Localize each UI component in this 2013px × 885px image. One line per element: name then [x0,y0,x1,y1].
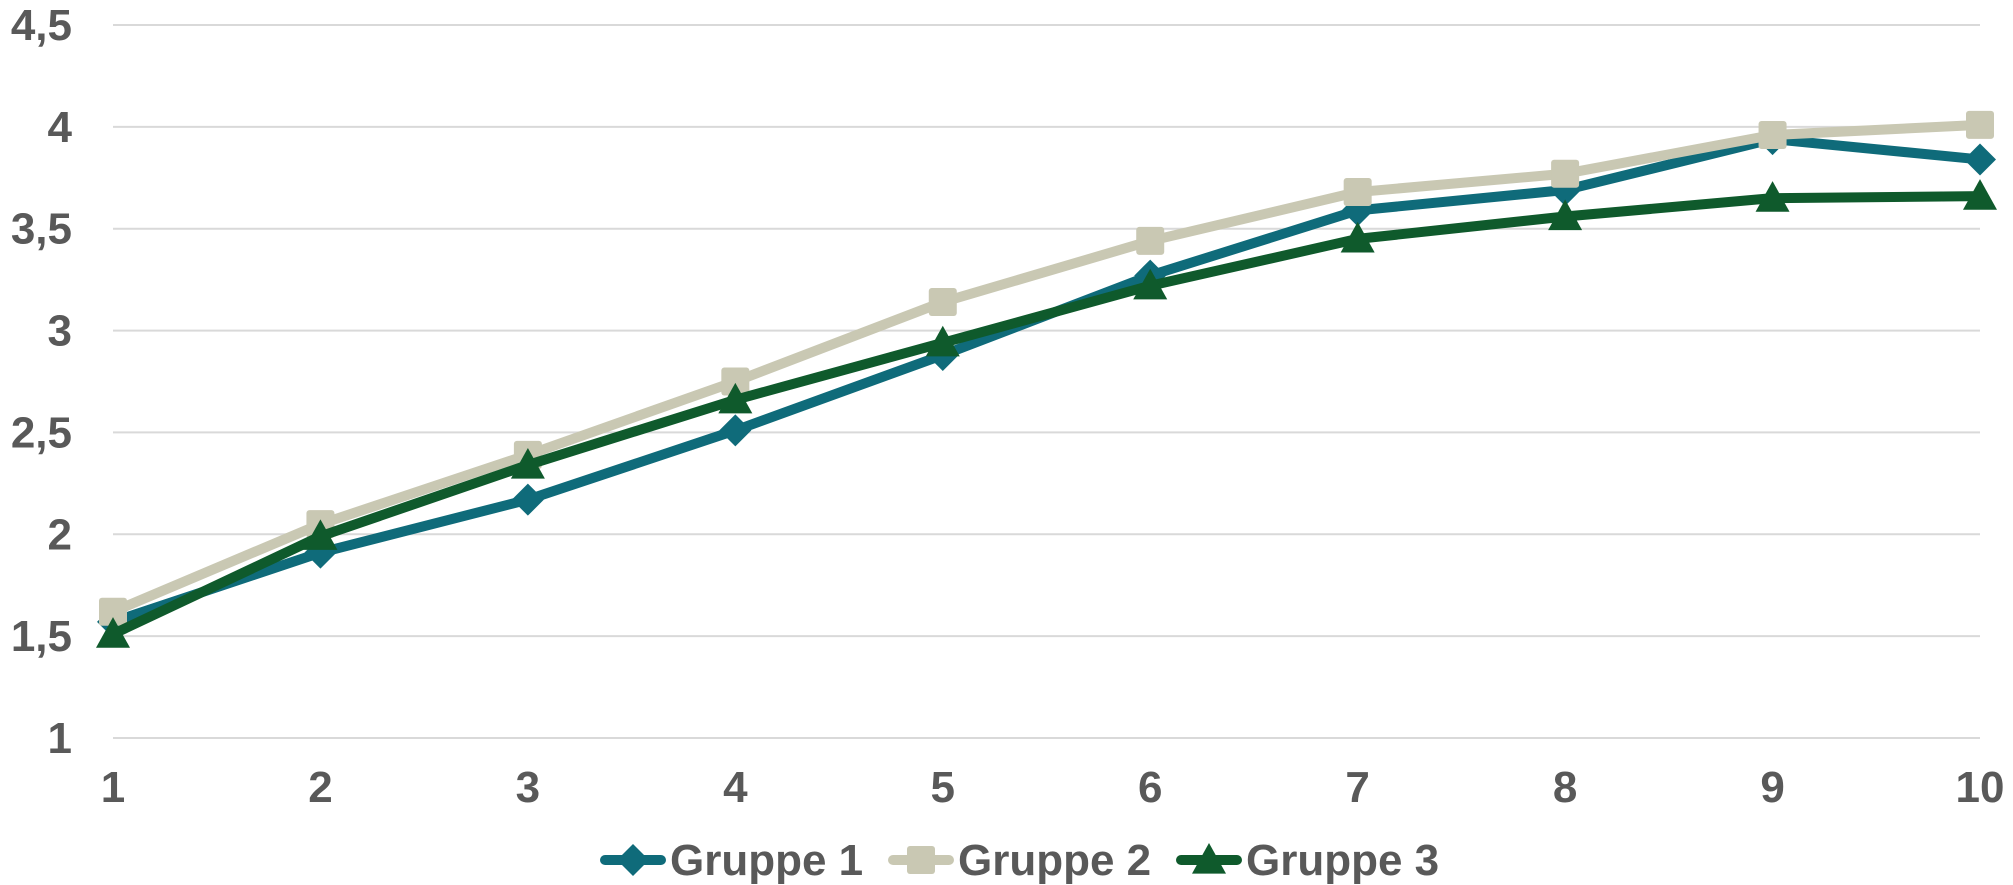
data-point [510,448,545,479]
data-point [303,519,338,550]
series-line [108,134,1985,627]
x-tick-label: 3 [516,763,540,812]
legend-label: Gruppe 2 [958,836,1151,885]
x-tick-label: 8 [1553,763,1577,812]
data-point [96,617,130,648]
x-tick-label: 10 [1956,763,2005,812]
y-tick-label: 4,5 [11,1,72,50]
x-tick-label: 9 [1760,763,1784,812]
y-axis-ticks: 1 1,5 2 2,5 3 3,5 4 4,5 [11,1,73,763]
data-point [721,367,750,396]
gridlines [113,24,1980,739]
data-point [925,325,960,357]
data-point [718,382,753,414]
x-tick-label: 7 [1345,763,1369,812]
x-tick-label: 2 [308,763,332,812]
x-tick-label: 6 [1138,763,1162,812]
data-point [719,414,752,447]
data-point [1548,199,1583,231]
y-tick-label: 4 [48,103,73,152]
data-point [1964,143,1996,176]
y-tick-label: 3,5 [11,205,72,254]
series-line [108,119,1985,617]
data-point [99,597,127,626]
data-point [1340,221,1375,253]
data-point [928,288,957,317]
y-tick-label: 3 [48,307,72,356]
legend-marker [907,846,935,874]
data-point [1755,181,1790,212]
y-tick-label: 2 [48,510,72,559]
legend-item: Gruppe 3 [1176,836,1439,885]
data-point [1133,268,1168,300]
legend-marker [617,844,649,876]
legend-item: Gruppe 2 [888,836,1151,885]
legend-marker [1192,843,1226,874]
y-tick-label: 1 [48,714,72,763]
x-axis-ticks: 1 2 3 4 5 6 7 8 9 10 [101,763,2005,812]
legend-label: Gruppe 1 [670,836,863,885]
series-line [108,191,1985,640]
data-point [1551,159,1580,188]
y-tick-label: 1,5 [11,612,72,661]
data-point [1966,110,1994,139]
series-3 [96,179,1997,648]
data-point [511,483,544,516]
x-tick-label: 1 [101,763,125,812]
series-lines [96,110,1997,648]
data-point [1343,178,1372,207]
legend-item: Gruppe 1 [600,836,863,885]
x-tick-label: 4 [723,763,748,812]
y-tick-label: 2,5 [11,408,72,457]
legend-label: Gruppe 3 [1246,836,1439,885]
legend: Gruppe 1 Gruppe 2 Gruppe 3 [600,836,1439,885]
series-2 [99,110,1994,626]
data-point [1136,226,1165,255]
data-point [1963,179,1997,210]
x-tick-label: 5 [931,763,955,812]
data-point [1758,121,1787,150]
